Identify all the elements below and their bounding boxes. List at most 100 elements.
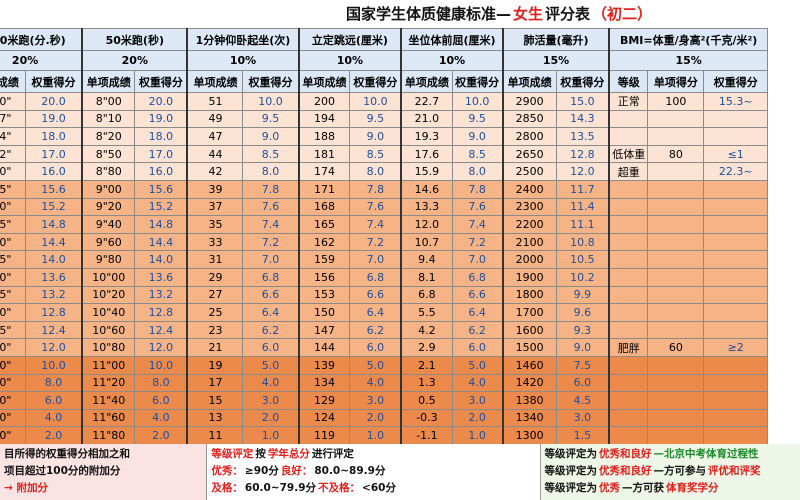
column-header: 坐位体前屈(厘米) (400, 28, 504, 51)
cell: 9"60 (81, 232, 136, 252)
cell: 1300 (502, 426, 557, 445)
text-segment: 优秀 (599, 482, 621, 494)
cell: 8"10 (81, 109, 136, 129)
cell: 5'30" (0, 408, 26, 428)
cell: 14.4 (24, 232, 84, 252)
cell: 2.9 (400, 338, 453, 357)
data-row: 3'44"18.08"2018.0479.01889.019.39.028001… (0, 127, 768, 146)
cell: 8"50 (81, 144, 136, 164)
cell: 4.0 (242, 373, 300, 393)
empty-cell (703, 355, 768, 375)
empty-cell (647, 232, 705, 252)
cell: 8.5 (242, 144, 300, 164)
cell: 20.0 (134, 92, 189, 111)
cell: 6.0 (242, 338, 300, 357)
cell: 12.0 (400, 215, 453, 234)
data-row: 4'15"14.89"4014.8357.41657.412.07.422001… (0, 215, 768, 234)
cell: 10.0 (451, 92, 504, 111)
empty-cell (608, 408, 649, 428)
cell: 13.6 (134, 267, 189, 287)
cell: 7.6 (242, 197, 300, 217)
text-segment: 优秀和良好 (599, 448, 652, 460)
cell: 2.0 (242, 408, 300, 428)
text-segment: <60分 (362, 482, 396, 494)
cell: 1.0 (451, 426, 504, 445)
cell: 9"80 (81, 250, 136, 269)
text-segment: 进行评定 (311, 448, 354, 460)
cell: 15.6 (134, 179, 189, 199)
cell: 7.8 (349, 179, 403, 199)
cell: 3.0 (349, 391, 403, 410)
cell: 7.4 (451, 215, 504, 234)
footer-line: → 附加分 (4, 480, 202, 497)
cell: 3.0 (555, 408, 611, 428)
cell: 9.0 (451, 127, 504, 146)
cell: 19.0 (134, 109, 189, 129)
cell: ≥2 (703, 338, 768, 357)
empty-cell (647, 267, 705, 287)
weight: 15% (608, 50, 769, 71)
empty-cell (647, 197, 705, 217)
footer-line: 目所得的权重得分相加之和 (4, 446, 202, 463)
cell: 4'00" (0, 162, 26, 181)
cell: 5.0 (451, 355, 504, 375)
title: 国家学生体质健康标准— 女生 评分表 （初二） (200, 0, 800, 28)
cell: 5.5 (400, 303, 453, 322)
text-segment: —方可获 (622, 482, 665, 494)
cell: 20.0 (24, 92, 84, 111)
cell: 15.3~ (703, 92, 768, 111)
empty-cell (608, 109, 649, 129)
cell: 4'50" (0, 338, 26, 357)
cell: 11"40 (81, 391, 136, 410)
cell: 低体重 (608, 144, 649, 164)
cell: 171 (298, 179, 351, 199)
column-header: 1分钟仰卧起坐(次) (186, 28, 300, 51)
cell: 2000 (502, 250, 557, 269)
cell: 3'30" (0, 92, 26, 111)
data-row: 5'30"4.011"604.0132.01242.0-0.32.013403.… (0, 408, 768, 428)
subheader: 单项成绩 (186, 70, 244, 93)
cell: 4'15" (0, 215, 26, 234)
text-segment: 60.0~79.9分 (244, 482, 317, 494)
cell: 21 (186, 338, 244, 357)
cell: 5'20" (0, 391, 26, 410)
cell: 14.8 (24, 215, 84, 234)
data-row: 4'35"13.210"2013.2276.61536.66.86.618009… (0, 285, 768, 305)
text-segment: 项目超过100分的附加分 (4, 465, 121, 477)
column-header: 立定跳远(厘米) (298, 28, 403, 51)
cell: 47 (186, 127, 244, 146)
empty-cell (647, 391, 705, 410)
cell: 14.6 (400, 179, 453, 199)
cell: 6.8 (400, 285, 453, 305)
cell: 7.6 (451, 197, 504, 217)
cell: 1600 (502, 320, 557, 340)
text-segment: 目所得的权重得分相加之和 (4, 448, 130, 460)
cell: 19.0 (24, 109, 84, 129)
text-segment: （初二） (592, 5, 653, 23)
cell: 2300 (502, 197, 557, 217)
empty-cell (647, 162, 705, 181)
cell: 9.0 (555, 338, 611, 357)
cell: 27 (186, 285, 244, 305)
empty-cell (703, 285, 768, 305)
cell: 147 (298, 320, 351, 340)
cell: 2.0 (24, 426, 84, 445)
cell: 2800 (502, 127, 557, 146)
footer-line: 等级评定为 优秀 —方可获 体育奖学分 (545, 480, 796, 497)
empty-cell (703, 232, 768, 252)
text-segment: —北京中考体育过程性 (653, 448, 759, 460)
footer-line: 等级评定为 优秀和良好 —北京中考体育过程性 (545, 446, 796, 463)
cell: 159 (298, 250, 351, 269)
cell: 6.6 (349, 285, 403, 305)
text-segment: —方可参与 (653, 465, 707, 477)
cell: 8.0 (451, 162, 504, 181)
cell: 37 (186, 197, 244, 217)
subheader: 权重得分 (703, 70, 768, 93)
cell: 33 (186, 232, 244, 252)
data-row: 4'40"12.810"4012.8256.41506.45.56.417009… (0, 303, 768, 322)
text-segment: 等级评定 (211, 448, 254, 460)
cell: 10"60 (81, 320, 136, 340)
